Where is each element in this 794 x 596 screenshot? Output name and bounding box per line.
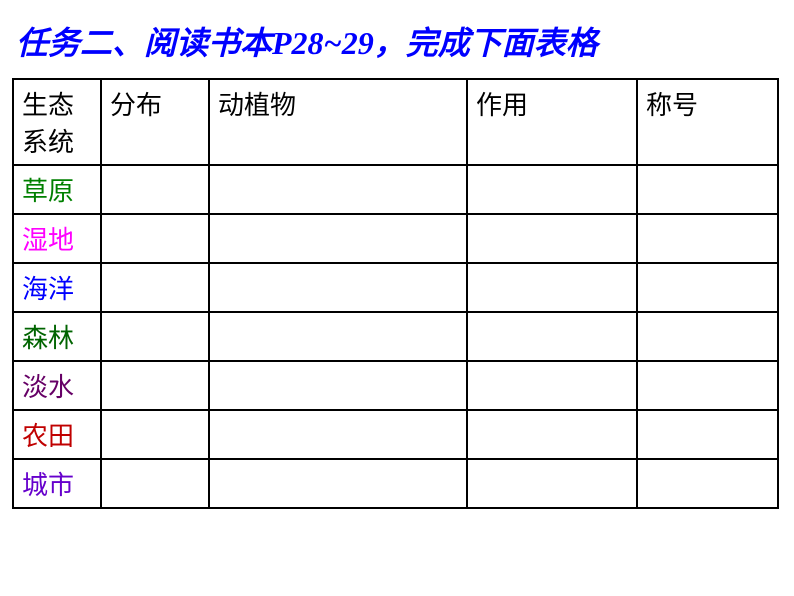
header-function: 作用 [467, 79, 637, 165]
row-label-grassland: 草原 [13, 165, 101, 214]
cell-empty [637, 312, 778, 361]
cell-empty [637, 165, 778, 214]
cell-empty [101, 312, 209, 361]
table-row: 淡水 [13, 361, 778, 410]
table-row: 海洋 [13, 263, 778, 312]
row-label-wetland: 湿地 [13, 214, 101, 263]
header-flora-fauna: 动植物 [209, 79, 467, 165]
cell-empty [467, 312, 637, 361]
cell-empty [101, 459, 209, 508]
cell-empty [209, 361, 467, 410]
cell-empty [101, 410, 209, 459]
cell-empty [637, 410, 778, 459]
row-label-forest: 森林 [13, 312, 101, 361]
cell-empty [209, 214, 467, 263]
row-label-ocean: 海洋 [13, 263, 101, 312]
cell-empty [467, 263, 637, 312]
cell-empty [209, 263, 467, 312]
cell-empty [637, 459, 778, 508]
table-row: 森林 [13, 312, 778, 361]
cell-empty [467, 410, 637, 459]
row-label-freshwater: 淡水 [13, 361, 101, 410]
row-label-city: 城市 [13, 459, 101, 508]
cell-empty [467, 361, 637, 410]
cell-empty [101, 361, 209, 410]
table-row: 城市 [13, 459, 778, 508]
table-row: 农田 [13, 410, 778, 459]
cell-empty [209, 459, 467, 508]
cell-empty [467, 214, 637, 263]
cell-empty [101, 263, 209, 312]
header-ecosystem: 生态系统 [13, 79, 101, 165]
table-row: 湿地 [13, 214, 778, 263]
header-distribution: 分布 [101, 79, 209, 165]
row-label-farmland: 农田 [13, 410, 101, 459]
cell-empty [637, 214, 778, 263]
header-title-name: 称号 [637, 79, 778, 165]
cell-empty [101, 214, 209, 263]
cell-empty [637, 263, 778, 312]
cell-empty [209, 165, 467, 214]
table-header-row: 生态系统 分布 动植物 作用 称号 [13, 79, 778, 165]
table-row: 草原 [13, 165, 778, 214]
cell-empty [467, 165, 637, 214]
cell-empty [467, 459, 637, 508]
cell-empty [209, 410, 467, 459]
page-title: 任务二、阅读书本P28~29，完成下面表格 [12, 18, 782, 64]
cell-empty [209, 312, 467, 361]
cell-empty [637, 361, 778, 410]
cell-empty [101, 165, 209, 214]
ecosystem-table: 生态系统 分布 动植物 作用 称号 草原 湿地 海洋 森林 淡水 [12, 78, 779, 509]
